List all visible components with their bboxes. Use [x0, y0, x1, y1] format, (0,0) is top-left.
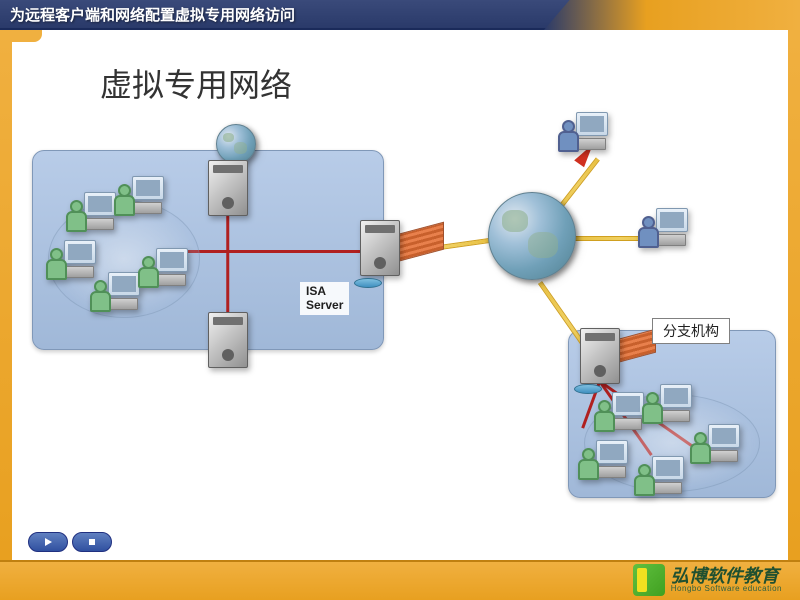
footer-logo: 弘博软件教育 Hongbo Software education	[633, 564, 782, 596]
decoration-tab	[12, 30, 42, 42]
logo-text-cn: 弘博软件教育	[671, 567, 782, 585]
header-title: 为远程客户端和网络配置虚拟专用网络访问	[10, 4, 295, 25]
play-icon	[43, 537, 53, 547]
logo-mark-icon	[633, 564, 665, 596]
isa-label-l2: Server	[306, 298, 343, 312]
server-icon	[208, 312, 248, 368]
edge-red	[228, 250, 360, 253]
footer-bar: 弘博软件教育 Hongbo Software education	[0, 560, 800, 600]
stop-icon	[87, 537, 97, 547]
disk-icon	[574, 384, 602, 394]
decoration-left	[0, 30, 12, 560]
isa-label-l1: ISA	[306, 284, 326, 298]
isa-label: ISA Server	[300, 282, 349, 315]
branch-server-icon	[580, 328, 620, 384]
diagram-area: ISA Server 分支机构	[40, 120, 760, 500]
server-icon	[208, 160, 248, 216]
nav-stop-button[interactable]	[72, 532, 112, 552]
globe-icon	[216, 124, 256, 164]
disk-icon	[354, 278, 382, 288]
nav-controls	[28, 532, 112, 552]
header-bar: 为远程客户端和网络配置虚拟专用网络访问	[0, 0, 800, 30]
decoration-right	[788, 30, 800, 560]
branch-label: 分支机构	[652, 318, 730, 344]
main-title: 虚拟专用网络	[100, 60, 292, 106]
edge-red	[227, 211, 230, 321]
firewall-icon	[396, 222, 444, 263]
nav-prev-button[interactable]	[28, 532, 68, 552]
isa-server-icon	[360, 220, 400, 276]
internet-globe-icon	[488, 192, 576, 280]
header-accent	[544, 0, 800, 30]
logo-text-en: Hongbo Software education	[671, 585, 782, 593]
